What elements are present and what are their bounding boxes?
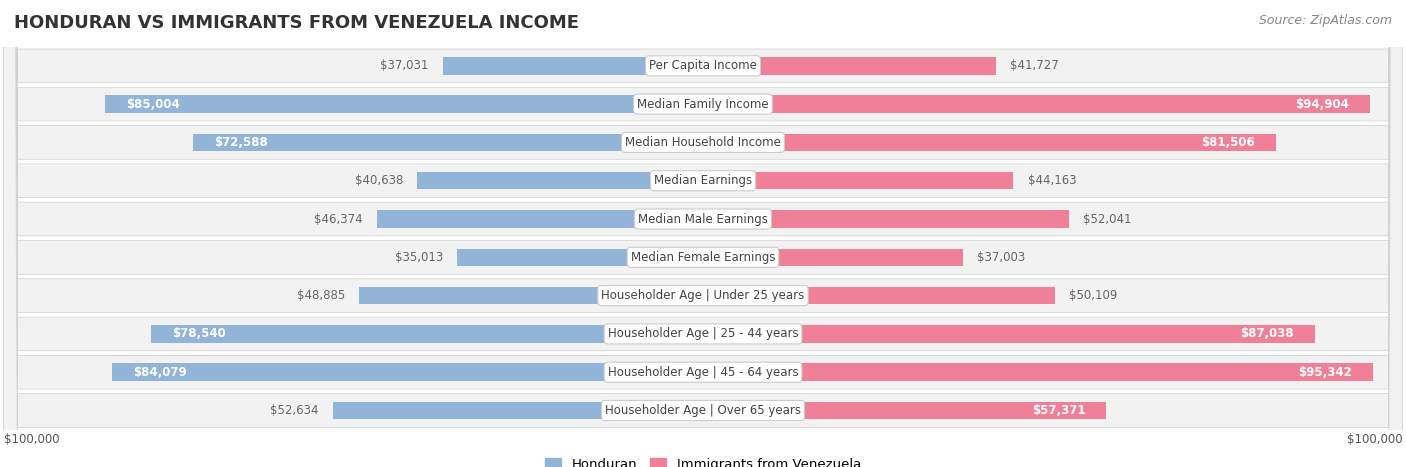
FancyBboxPatch shape [3,0,1403,467]
Bar [703,95,1371,113]
Bar [703,210,1069,228]
FancyBboxPatch shape [3,0,1403,467]
Bar [703,57,997,75]
Text: $52,634: $52,634 [270,404,319,417]
Text: Median Earnings: Median Earnings [654,174,752,187]
Bar [457,248,703,266]
FancyBboxPatch shape [3,0,1403,467]
FancyBboxPatch shape [3,0,1403,467]
Bar [377,210,703,228]
Bar [418,172,703,190]
Text: $87,038: $87,038 [1240,327,1294,340]
Text: $72,588: $72,588 [214,136,267,149]
FancyBboxPatch shape [3,0,1403,467]
Bar [703,172,1014,190]
FancyBboxPatch shape [3,0,1403,467]
FancyBboxPatch shape [3,0,1403,467]
Text: Householder Age | Under 25 years: Householder Age | Under 25 years [602,289,804,302]
Text: $50,109: $50,109 [1070,289,1118,302]
Text: HONDURAN VS IMMIGRANTS FROM VENEZUELA INCOME: HONDURAN VS IMMIGRANTS FROM VENEZUELA IN… [14,14,579,32]
Text: $78,540: $78,540 [172,327,226,340]
Text: Median Male Earnings: Median Male Earnings [638,212,768,226]
Text: $85,004: $85,004 [127,98,180,111]
Bar [112,363,703,381]
Text: Per Capita Income: Per Capita Income [650,59,756,72]
Text: $35,013: $35,013 [395,251,443,264]
Text: $94,904: $94,904 [1295,98,1350,111]
Bar [333,402,703,419]
Text: $37,031: $37,031 [380,59,429,72]
Text: Householder Age | 45 - 64 years: Householder Age | 45 - 64 years [607,366,799,379]
Text: $52,041: $52,041 [1083,212,1132,226]
Text: $41,727: $41,727 [1011,59,1059,72]
Text: $46,374: $46,374 [315,212,363,226]
Text: Median Female Earnings: Median Female Earnings [631,251,775,264]
Text: $48,885: $48,885 [297,289,346,302]
Text: Householder Age | Over 65 years: Householder Age | Over 65 years [605,404,801,417]
Bar [443,57,703,75]
Text: $84,079: $84,079 [134,366,187,379]
Text: $81,506: $81,506 [1201,136,1256,149]
FancyBboxPatch shape [3,0,1403,467]
Text: $95,342: $95,342 [1298,366,1353,379]
Text: $44,163: $44,163 [1028,174,1076,187]
Text: Source: ZipAtlas.com: Source: ZipAtlas.com [1258,14,1392,27]
Text: $40,638: $40,638 [354,174,404,187]
Text: $57,371: $57,371 [1032,404,1085,417]
Bar [193,134,703,151]
Legend: Honduran, Immigrants from Venezuela: Honduran, Immigrants from Venezuela [540,453,866,467]
Bar [150,325,703,343]
Bar [703,325,1315,343]
Bar [703,287,1056,304]
FancyBboxPatch shape [3,0,1403,467]
Text: Householder Age | 25 - 44 years: Householder Age | 25 - 44 years [607,327,799,340]
Bar [703,402,1107,419]
Text: $37,003: $37,003 [977,251,1025,264]
Bar [703,134,1277,151]
FancyBboxPatch shape [3,0,1403,467]
Bar [703,363,1374,381]
Text: $100,000: $100,000 [1347,433,1403,446]
Bar [703,248,963,266]
Bar [360,287,703,304]
Text: Median Household Income: Median Household Income [626,136,780,149]
Bar [105,95,703,113]
Text: Median Family Income: Median Family Income [637,98,769,111]
Text: $100,000: $100,000 [3,433,59,446]
